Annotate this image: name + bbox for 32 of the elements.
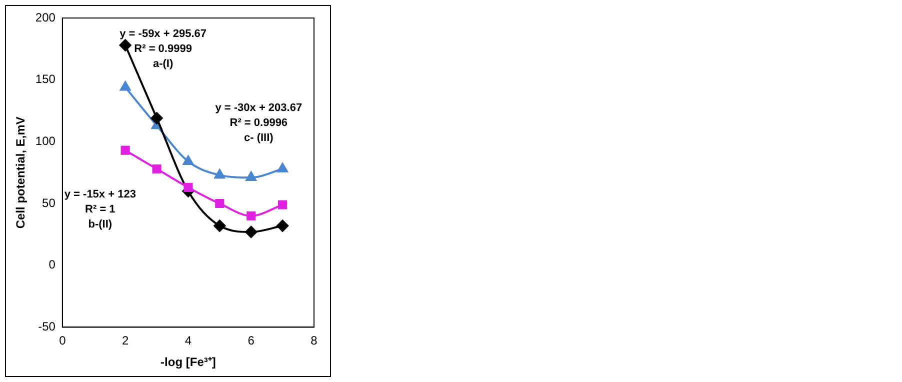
y-axis-title: Cell potential, E,mV <box>14 116 28 229</box>
y-tick-label: 0 <box>48 258 56 272</box>
point <box>184 182 193 192</box>
point <box>245 226 258 238</box>
annotation: y = -59x + 295.67 R² = 0.9999 a-(I) <box>120 28 206 70</box>
point <box>276 220 289 232</box>
point <box>214 169 225 179</box>
point <box>120 146 130 155</box>
x-tick-label: 2 <box>122 334 129 348</box>
point <box>246 172 256 182</box>
point <box>215 198 224 208</box>
x-tick-label: 6 <box>248 334 255 348</box>
y-tick-label: 100 <box>35 134 56 148</box>
y-tick-label: 150 <box>35 72 56 86</box>
point <box>214 220 226 232</box>
y-tick-label: 50 <box>42 196 56 210</box>
point <box>182 155 194 165</box>
x-tick-label: 8 <box>310 334 318 348</box>
point <box>152 164 162 174</box>
point <box>150 112 163 124</box>
annotation: y = -15x + 123 R² = 1 b-(II) <box>64 188 136 231</box>
annotation: y = -30x + 203.67 R² = 0.9996 c- (III) <box>215 102 302 144</box>
x-tick-label: 4 <box>184 334 192 348</box>
point <box>119 39 132 52</box>
x-tick-label: 0 <box>59 334 66 348</box>
x-axis-title: -log [Fe³⁺] <box>160 355 216 370</box>
point <box>278 200 288 210</box>
y-tick-label: -50 <box>38 320 56 334</box>
point <box>120 81 131 91</box>
point <box>246 211 256 220</box>
point <box>277 162 288 172</box>
y-tick-label: 200 <box>35 10 56 24</box>
